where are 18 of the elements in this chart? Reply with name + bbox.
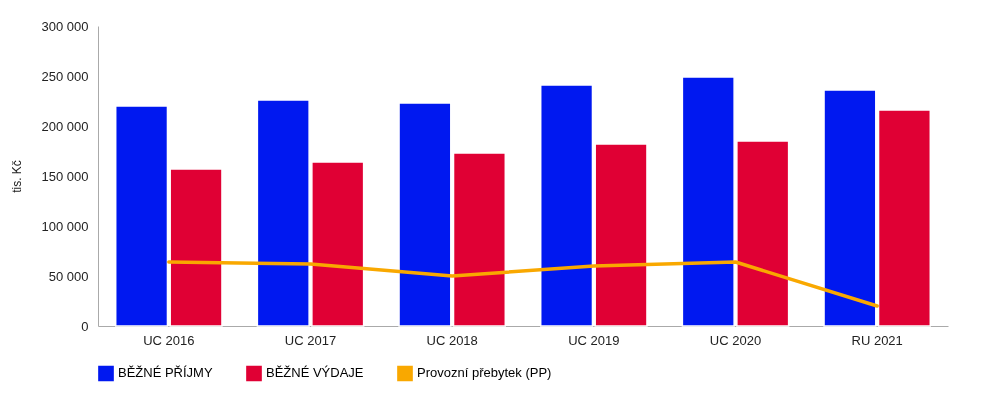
- y-tick-label: 100 000: [41, 218, 89, 234]
- legend-label: BĚŽNÉ PŘÍJMY: [118, 365, 213, 381]
- x-tick-label: UC 2018: [426, 332, 478, 348]
- y-tick-label: 200 000: [41, 118, 89, 134]
- x-tick-label: UC 2020: [709, 332, 762, 348]
- y-tick-label: 50 000: [48, 268, 89, 284]
- legend-label: BĚŽNÉ VÝDAJE: [266, 365, 364, 381]
- y-tick-label: 250 000: [41, 68, 89, 84]
- line-series: [167, 260, 879, 308]
- y-tick-label: 150 000: [41, 168, 89, 184]
- y-tick-label: 300 000: [41, 18, 89, 34]
- legend-label: Provozní přebytek (PP): [417, 365, 552, 381]
- x-tick-label: UC 2019: [568, 332, 620, 348]
- y-axis-title: tis. Kč: [9, 160, 24, 193]
- y-tick-label: 0: [81, 318, 89, 334]
- x-tick-label: UC 2016: [143, 332, 195, 348]
- x-tick-label: RU 2021: [851, 332, 903, 348]
- x-tick-label: UC 2017: [284, 332, 337, 348]
